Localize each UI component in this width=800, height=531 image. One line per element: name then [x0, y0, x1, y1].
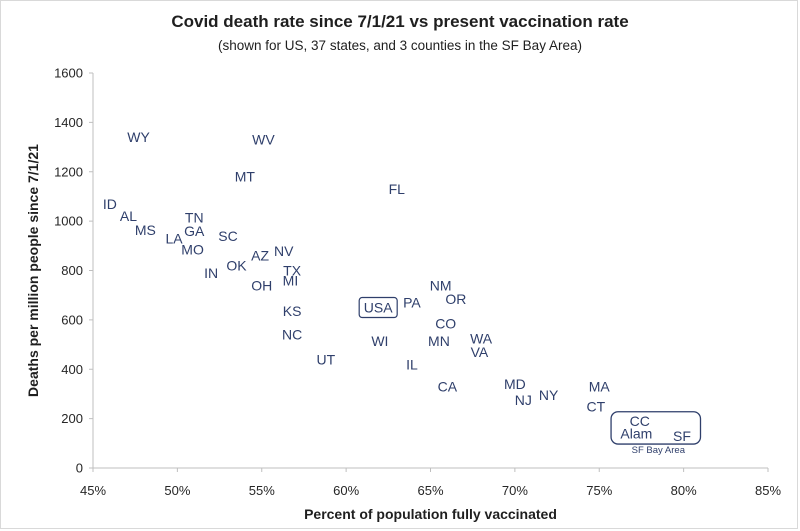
usa-highlight-box — [358, 296, 398, 319]
annotation-label: SF Bay Area — [632, 445, 686, 456]
point-label-ks: KS — [283, 303, 302, 319]
point-label-wa: WA — [470, 330, 493, 346]
y-tick-label: 1000 — [54, 214, 83, 229]
point-label-la: LA — [165, 230, 183, 246]
point-label-nm: NM — [430, 277, 452, 293]
point-label-ms: MS — [135, 222, 156, 238]
x-tick-label: 55% — [249, 483, 275, 498]
x-tick-label: 50% — [164, 483, 190, 498]
point-label-va: VA — [471, 344, 489, 360]
y-tick-label: 1400 — [54, 115, 83, 130]
point-label-ca: CA — [438, 379, 458, 395]
point-label-ct: CT — [587, 398, 606, 414]
bay-area-group-box — [610, 411, 702, 445]
point-label-co: CO — [435, 316, 456, 332]
point-label-il: IL — [406, 356, 418, 372]
point-label-mt: MT — [235, 169, 256, 185]
y-tick-label: 1200 — [54, 164, 83, 179]
point-label-or: OR — [445, 291, 466, 307]
x-tick-label: 75% — [586, 483, 612, 498]
point-label-wi: WI — [371, 333, 388, 349]
point-label-nj: NJ — [515, 392, 532, 408]
x-tick-label: 60% — [333, 483, 359, 498]
x-tick-label: 65% — [417, 483, 443, 498]
x-tick-label: 70% — [502, 483, 528, 498]
point-label-cc: CC — [630, 413, 650, 429]
x-tick-label: 85% — [755, 483, 781, 498]
point-label-ok: OK — [226, 258, 247, 274]
x-tick-label: 45% — [80, 483, 106, 498]
y-tick-label: 0 — [76, 461, 83, 476]
y-tick-label: 200 — [61, 411, 83, 426]
point-label-mn: MN — [428, 333, 450, 349]
point-label-sf: SF — [673, 428, 691, 444]
y-axis-title: Deaths per million people since 7/1/21 — [25, 144, 41, 397]
point-label-id: ID — [103, 196, 117, 212]
point-label-in: IN — [204, 265, 218, 281]
point-label-usa: USA — [364, 300, 393, 316]
point-label-wv: WV — [252, 132, 275, 148]
chart-title: Covid death rate since 7/1/21 vs present… — [171, 12, 629, 31]
point-label-tn: TN — [185, 209, 204, 225]
y-tick-label: 1600 — [54, 66, 83, 81]
y-tick-label: 400 — [61, 362, 83, 377]
point-label-nv: NV — [274, 243, 294, 259]
point-label-pa: PA — [403, 295, 421, 311]
chart-subtitle: (shown for US, 37 states, and 3 counties… — [218, 38, 582, 53]
point-label-wy: WY — [127, 129, 150, 145]
point-label-ny: NY — [539, 387, 559, 403]
point-label-oh: OH — [251, 277, 272, 293]
point-label-ut: UT — [317, 351, 336, 367]
point-label-al: AL — [120, 208, 137, 224]
point-label-az: AZ — [251, 248, 269, 264]
x-axis-title: Percent of population fully vaccinated — [304, 506, 557, 522]
y-tick-label: 600 — [61, 312, 83, 327]
point-label-nc: NC — [282, 327, 302, 343]
point-label-alam: Alam — [620, 425, 652, 441]
y-tick-label: 800 — [61, 263, 83, 278]
point-label-tx: TX — [283, 263, 302, 279]
point-label-mi: MI — [283, 272, 299, 288]
point-label-ga: GA — [184, 223, 205, 239]
point-label-fl: FL — [389, 181, 406, 197]
point-label-ma: MA — [589, 379, 611, 395]
point-label-mo: MO — [181, 242, 204, 258]
point-label-sc: SC — [218, 228, 237, 244]
point-label-md: MD — [504, 376, 526, 392]
x-tick-label: 80% — [671, 483, 697, 498]
